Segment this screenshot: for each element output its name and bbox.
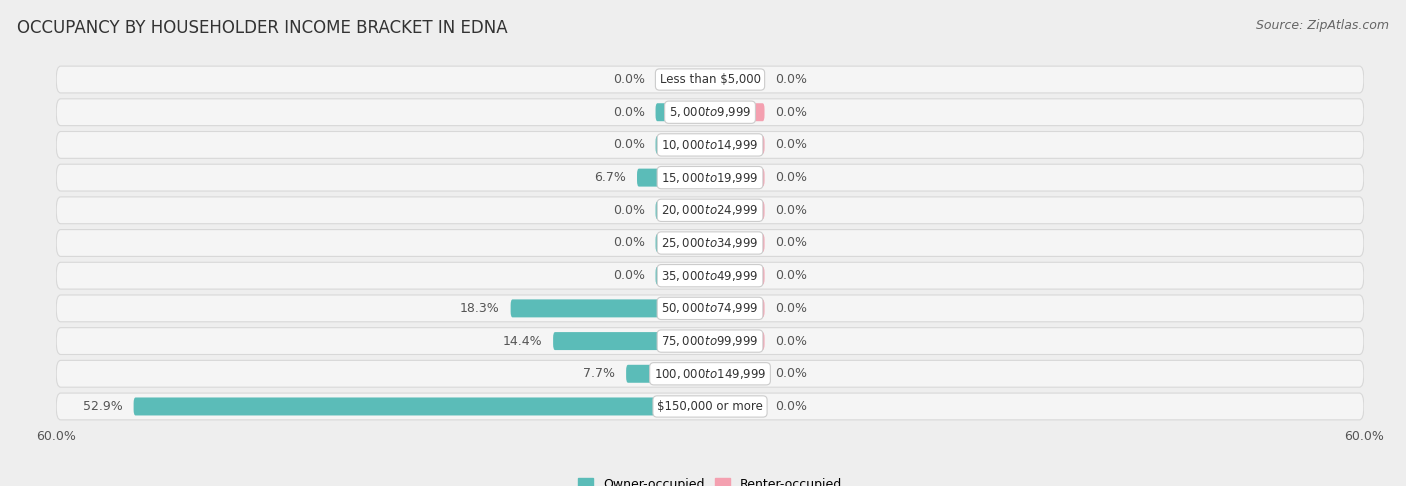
FancyBboxPatch shape xyxy=(710,365,765,383)
FancyBboxPatch shape xyxy=(655,201,710,219)
Text: 0.0%: 0.0% xyxy=(776,73,807,86)
Text: $25,000 to $34,999: $25,000 to $34,999 xyxy=(661,236,759,250)
Text: 0.0%: 0.0% xyxy=(776,367,807,380)
FancyBboxPatch shape xyxy=(56,295,1364,322)
FancyBboxPatch shape xyxy=(710,103,765,121)
Text: $15,000 to $19,999: $15,000 to $19,999 xyxy=(661,171,759,185)
FancyBboxPatch shape xyxy=(655,70,710,88)
Text: 0.0%: 0.0% xyxy=(776,106,807,119)
Text: 7.7%: 7.7% xyxy=(583,367,616,380)
FancyBboxPatch shape xyxy=(710,299,765,317)
Text: 0.0%: 0.0% xyxy=(613,106,644,119)
FancyBboxPatch shape xyxy=(655,136,710,154)
Text: $150,000 or more: $150,000 or more xyxy=(657,400,763,413)
Text: 0.0%: 0.0% xyxy=(776,400,807,413)
FancyBboxPatch shape xyxy=(56,262,1364,289)
FancyBboxPatch shape xyxy=(637,169,710,187)
Text: 0.0%: 0.0% xyxy=(776,269,807,282)
Text: OCCUPANCY BY HOUSEHOLDER INCOME BRACKET IN EDNA: OCCUPANCY BY HOUSEHOLDER INCOME BRACKET … xyxy=(17,19,508,37)
FancyBboxPatch shape xyxy=(710,267,765,285)
Text: $10,000 to $14,999: $10,000 to $14,999 xyxy=(661,138,759,152)
FancyBboxPatch shape xyxy=(655,103,710,121)
Text: 0.0%: 0.0% xyxy=(613,237,644,249)
Text: $35,000 to $49,999: $35,000 to $49,999 xyxy=(661,269,759,283)
Text: Source: ZipAtlas.com: Source: ZipAtlas.com xyxy=(1256,19,1389,33)
Text: 18.3%: 18.3% xyxy=(460,302,499,315)
Text: 0.0%: 0.0% xyxy=(613,73,644,86)
Text: $100,000 to $149,999: $100,000 to $149,999 xyxy=(654,367,766,381)
FancyBboxPatch shape xyxy=(626,365,710,383)
FancyBboxPatch shape xyxy=(56,132,1364,158)
FancyBboxPatch shape xyxy=(710,332,765,350)
FancyBboxPatch shape xyxy=(710,234,765,252)
Text: 52.9%: 52.9% xyxy=(83,400,122,413)
Text: 14.4%: 14.4% xyxy=(502,334,543,347)
FancyBboxPatch shape xyxy=(510,299,710,317)
FancyBboxPatch shape xyxy=(655,234,710,252)
FancyBboxPatch shape xyxy=(710,169,765,187)
FancyBboxPatch shape xyxy=(56,197,1364,224)
Text: 0.0%: 0.0% xyxy=(776,237,807,249)
FancyBboxPatch shape xyxy=(134,398,710,416)
Text: 6.7%: 6.7% xyxy=(595,171,626,184)
Text: 0.0%: 0.0% xyxy=(613,269,644,282)
FancyBboxPatch shape xyxy=(553,332,710,350)
FancyBboxPatch shape xyxy=(710,398,765,416)
FancyBboxPatch shape xyxy=(655,267,710,285)
Legend: Owner-occupied, Renter-occupied: Owner-occupied, Renter-occupied xyxy=(574,473,846,486)
Text: $20,000 to $24,999: $20,000 to $24,999 xyxy=(661,203,759,217)
Text: 0.0%: 0.0% xyxy=(776,204,807,217)
FancyBboxPatch shape xyxy=(56,66,1364,93)
FancyBboxPatch shape xyxy=(56,229,1364,257)
Text: 0.0%: 0.0% xyxy=(776,334,807,347)
FancyBboxPatch shape xyxy=(56,328,1364,354)
FancyBboxPatch shape xyxy=(710,201,765,219)
FancyBboxPatch shape xyxy=(710,70,765,88)
Text: 0.0%: 0.0% xyxy=(776,139,807,152)
Text: $50,000 to $74,999: $50,000 to $74,999 xyxy=(661,301,759,315)
FancyBboxPatch shape xyxy=(56,393,1364,420)
Text: 0.0%: 0.0% xyxy=(613,204,644,217)
Text: Less than $5,000: Less than $5,000 xyxy=(659,73,761,86)
Text: $5,000 to $9,999: $5,000 to $9,999 xyxy=(669,105,751,119)
Text: 0.0%: 0.0% xyxy=(613,139,644,152)
FancyBboxPatch shape xyxy=(56,99,1364,125)
Text: $75,000 to $99,999: $75,000 to $99,999 xyxy=(661,334,759,348)
Text: 0.0%: 0.0% xyxy=(776,171,807,184)
FancyBboxPatch shape xyxy=(56,361,1364,387)
FancyBboxPatch shape xyxy=(56,164,1364,191)
Text: 0.0%: 0.0% xyxy=(776,302,807,315)
FancyBboxPatch shape xyxy=(710,136,765,154)
